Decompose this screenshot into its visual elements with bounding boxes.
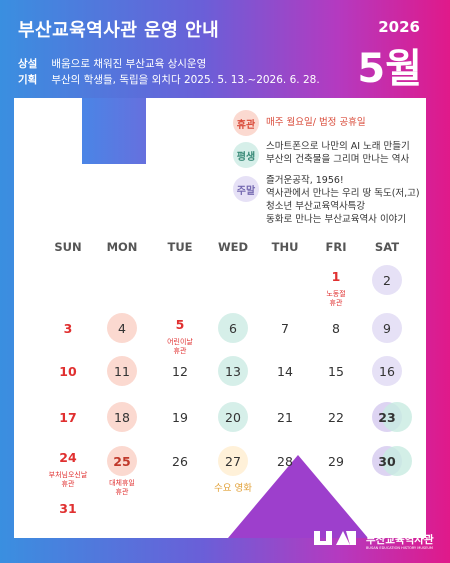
calendar-day[interactable]: 28 [277, 453, 293, 469]
calendar-day[interactable]: 14 [277, 363, 293, 379]
exhibition-value: 배움으로 채워진 부산교육 상시운영 [51, 58, 207, 70]
logo-name: 부산교육역사관 [366, 534, 434, 546]
weekday-header: WED [217, 240, 249, 254]
day-circle-lifelong [382, 402, 412, 432]
calendar-day[interactable]: 18 [107, 402, 137, 432]
weekday-header: MON [106, 240, 138, 254]
calendar-day[interactable]: 30 [378, 453, 396, 469]
calendar-day[interactable]: 13 [218, 356, 248, 386]
legend-text: 스마트폰으로 나만의 AI 노래 만들기 [266, 141, 410, 152]
calendar-day[interactable]: 2 [372, 265, 402, 295]
calendar-day[interactable]: 4 [107, 313, 137, 343]
calendar-day[interactable]: 20 [218, 402, 248, 432]
day-note: 노동절 휴관 [326, 290, 346, 307]
calendar-day[interactable]: 16 [372, 356, 402, 386]
legend-text: 동화로 만나는 부산교육역사 이야기 [266, 214, 407, 225]
logo-english: BUSAN EDUCATION HISTORY MUSEUM [366, 546, 433, 550]
legend-text: 부산의 건축물을 그리며 만나는 역사 [266, 154, 410, 165]
year-label: 2026 [378, 18, 420, 36]
logo-org: 부산광역시교육청 [366, 527, 407, 533]
calendar-day[interactable]: 29 [328, 453, 344, 469]
calendar-day[interactable]: 19 [172, 409, 188, 425]
weekday-header: THU [271, 240, 299, 254]
calendar-day[interactable]: 24 [59, 449, 77, 465]
legend-text: 청소년 부산교육역사특강 [266, 201, 366, 212]
day-note: 어린이날 휴관 [167, 338, 193, 355]
calendar-day[interactable]: 22 [328, 409, 344, 425]
legend-text: 매주 월요일/ 법정 공휴일 [266, 117, 366, 128]
weekday-header: FRI [325, 240, 347, 254]
legend-text: 즐거운공작, 1956! [266, 175, 344, 186]
exhibition-value: 부산의 학생들, 독립을 외치다 2025. 5. 13.~2026. 6. 2… [51, 74, 320, 86]
calendar-day[interactable]: 31 [59, 500, 77, 516]
calendar-day[interactable]: 26 [172, 453, 188, 469]
calendar-day[interactable]: 12 [172, 363, 188, 379]
day-circle-lifelong [382, 446, 412, 476]
decor-triangle [228, 455, 368, 538]
calendar-day[interactable]: 27 [218, 446, 248, 476]
calendar-day[interactable]: 1 [331, 268, 341, 284]
legend-badge-closed: 휴관 [233, 110, 259, 136]
calendar-day[interactable]: 5 [175, 316, 185, 332]
calendar-day[interactable]: 11 [107, 356, 137, 386]
legend-text: 역사관에서 만나는 우리 땅 독도(저,고) [266, 188, 420, 199]
exhibition-key: 상설 [18, 58, 38, 70]
weekday-header: SAT [374, 240, 400, 254]
calendar-day[interactable]: 10 [59, 363, 77, 379]
day-note: 대체휴일 휴관 [109, 479, 135, 496]
calendar-day[interactable]: 6 [218, 313, 248, 343]
legend-badge-weekend: 주말 [233, 176, 259, 202]
exhibition-special: 기획 부산의 학생들, 독립을 외치다 2025. 5. 13.~2026. 6… [18, 72, 320, 87]
calendar-day[interactable]: 8 [332, 320, 340, 336]
calendar-day[interactable]: 23 [378, 409, 396, 425]
month-label: 5월 [357, 46, 422, 92]
calendar-day[interactable]: 21 [277, 409, 293, 425]
museum-logo-icon [314, 531, 356, 545]
exhibition-permanent: 상설 배움으로 채워진 부산교육 상시운영 [18, 56, 206, 71]
calendar-day[interactable]: 7 [281, 320, 289, 336]
legend-badge-lifelong: 평생 [233, 142, 259, 168]
calendar-day[interactable]: 25 [107, 446, 137, 476]
weekday-header: SUN [54, 240, 82, 254]
calendar-day[interactable]: 15 [328, 363, 344, 379]
museum-logo: 부산광역시교육청 부산교육역사관 BUSAN EDUCATION HISTORY… [312, 524, 434, 554]
calendar-day[interactable]: 17 [59, 409, 77, 425]
calendar-day[interactable]: 9 [372, 313, 402, 343]
day-note: 부처님오신날 휴관 [48, 471, 88, 488]
exhibition-key: 기획 [18, 74, 38, 86]
day-note: 수요 영화 [214, 483, 252, 494]
decor-tab [82, 98, 146, 164]
weekday-header: TUE [167, 240, 193, 254]
calendar-day[interactable]: 3 [63, 320, 73, 336]
page-title: 부산교육역사관 운영 안내 [18, 20, 220, 41]
